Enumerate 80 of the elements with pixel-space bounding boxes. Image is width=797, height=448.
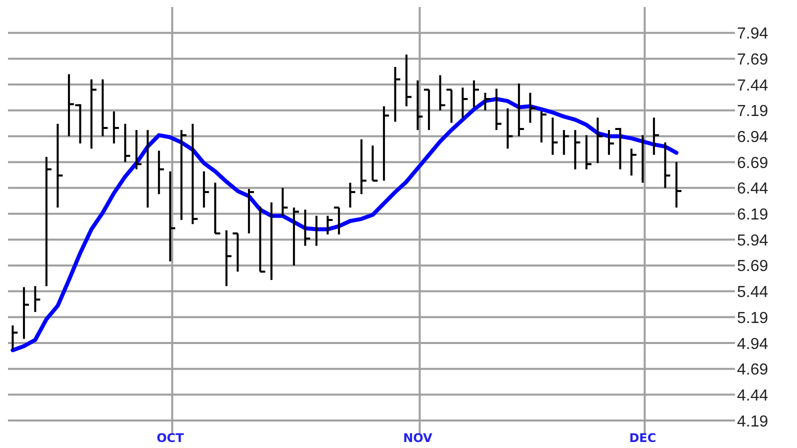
line-series: [10, 97, 678, 352]
bar: [236, 233, 239, 272]
bar: [574, 130, 576, 170]
y-tick-label: 5.69: [737, 258, 768, 276]
bar: [562, 130, 565, 155]
bar: [56, 124, 59, 208]
bar: [270, 202, 272, 280]
bar: [552, 118, 554, 155]
y-tick-label: 7.19: [737, 103, 768, 120]
bar: [158, 150, 160, 194]
x-tick-label: NOV: [403, 431, 434, 445]
bar: [518, 84, 520, 136]
bar: [394, 66, 396, 122]
bar: [462, 88, 464, 118]
bar: [282, 188, 284, 216]
bar: [248, 188, 250, 234]
y-tick-label: 7.69: [737, 51, 768, 68]
bar: [79, 104, 82, 144]
y-tick-label: 4.69: [737, 362, 768, 379]
bar: [495, 88, 498, 130]
bar: [585, 135, 588, 170]
bar: [135, 130, 138, 170]
bar: [472, 80, 475, 108]
bar: [12, 325, 14, 350]
bar: [608, 130, 610, 155]
y-tick-label: 6.44: [737, 180, 768, 198]
y-tick-label: 7.44: [737, 77, 768, 94]
bar: [180, 130, 182, 220]
bar: [529, 92, 532, 123]
y-tick-label: 5.19: [737, 310, 768, 327]
bar: [382, 106, 385, 181]
bar: [304, 210, 306, 246]
bar: [450, 90, 452, 123]
bar: [372, 146, 374, 181]
bar: [102, 79, 104, 136]
y-tick-label: 7.94: [737, 26, 768, 43]
bar: [675, 162, 678, 208]
y-tick-label: 6.69: [737, 154, 768, 172]
bar: [315, 216, 318, 246]
bar: [22, 287, 25, 339]
bar: [652, 118, 655, 155]
bar: [68, 74, 70, 136]
bar: [192, 124, 194, 224]
y-tick-label: 5.94: [737, 232, 768, 250]
bar: [439, 75, 442, 110]
y-tick-label: 6.94: [737, 128, 768, 146]
bar: [664, 142, 666, 188]
y-tick-label: 4.19: [737, 413, 768, 430]
y-tick-label: 6.19: [737, 206, 768, 224]
bar: [90, 79, 92, 149]
bar: [326, 216, 329, 234]
bar: [338, 208, 340, 234]
bar: [630, 148, 632, 176]
bar: [124, 124, 126, 162]
bar: [112, 111, 115, 144]
bar: [349, 182, 352, 208]
bar: [428, 90, 430, 130]
bar: [416, 80, 419, 130]
bar: [34, 286, 36, 312]
y-tick-label: 4.94: [737, 336, 768, 353]
bar: [506, 108, 509, 149]
bar: [146, 130, 149, 208]
x-tick-label: OCT: [156, 431, 185, 445]
bar: [169, 171, 172, 262]
bar: [214, 182, 216, 234]
bar: [642, 135, 644, 183]
bar: [596, 118, 599, 164]
bar: [259, 206, 262, 272]
bar: [484, 92, 486, 110]
bar: [360, 139, 362, 194]
bar: [202, 171, 205, 208]
bar: [292, 208, 295, 266]
bar: [225, 230, 228, 286]
y-tick-label: 4.44: [737, 387, 768, 404]
bar: [540, 111, 542, 142]
bar: [619, 128, 622, 170]
bar: [45, 156, 48, 286]
y-tick-label: 5.44: [737, 284, 768, 302]
x-tick-label: DEC: [629, 431, 656, 445]
bar: [405, 54, 408, 106]
